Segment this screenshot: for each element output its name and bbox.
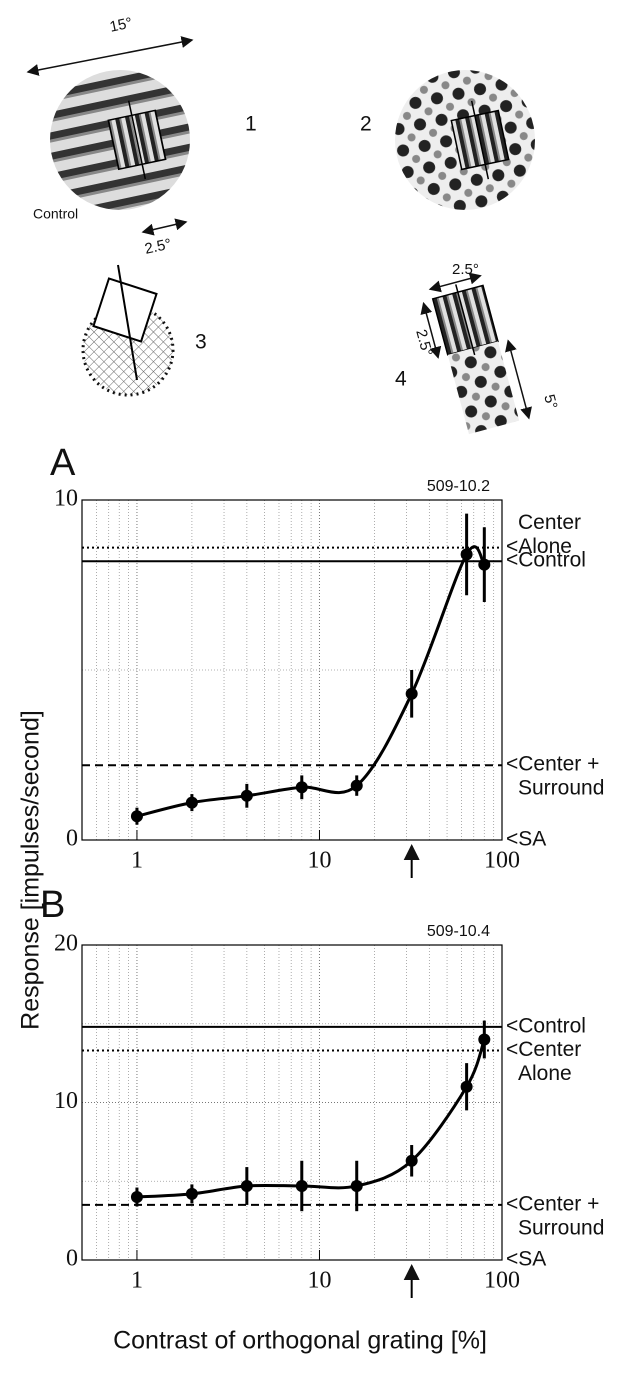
data-point	[405, 687, 418, 700]
height-label: 2.5°	[412, 328, 435, 358]
stimulus-2	[395, 70, 535, 210]
fit-curve	[136, 1038, 486, 1199]
data-point	[295, 781, 308, 794]
data-point	[240, 1179, 253, 1192]
surround-label: 5°	[540, 393, 560, 411]
plot-frame	[81, 944, 503, 1261]
center-size-label: 2.5°	[143, 236, 173, 258]
panel-number: 2	[360, 113, 372, 136]
panel-label: B	[40, 884, 65, 926]
data-point	[478, 558, 491, 571]
y-tick-label: 0	[66, 1246, 78, 1272]
y-tick-label: 20	[54, 931, 78, 957]
recording-id: 509-10.2	[427, 478, 490, 495]
reference-label: <Center	[506, 1038, 581, 1061]
x-tick-label: 100	[484, 848, 520, 874]
size-label: 15°	[108, 14, 134, 35]
x-tick-label: 1	[131, 848, 143, 874]
x-tick-label: 10	[307, 1268, 331, 1294]
data-point	[460, 1080, 473, 1093]
stimulus-3	[81, 264, 175, 397]
data-point	[185, 796, 198, 809]
y-tick-label: 10	[54, 486, 78, 512]
panel-label: A	[50, 442, 76, 484]
stimulus-4	[420, 272, 532, 435]
reference-label: Surround	[518, 1216, 604, 1239]
reference-label: <SA	[506, 828, 546, 851]
panel-number: 1	[245, 113, 257, 136]
data-point	[185, 1187, 198, 1200]
data-point	[350, 1179, 363, 1192]
y-axis-label: Response [impulses/second]	[17, 710, 45, 1030]
reference-label: <Alone	[506, 535, 572, 558]
stimulus-1	[26, 36, 194, 236]
y-tick-label: 10	[54, 1088, 78, 1114]
plot-frame	[81, 499, 503, 841]
width-label: 2.5°	[452, 261, 479, 278]
panel-number: 3	[195, 331, 207, 354]
reference-label: <SA	[506, 1248, 546, 1271]
panel-number: 4	[395, 368, 407, 391]
reference-label: <Center +	[506, 1192, 599, 1215]
control-label: Control	[33, 206, 78, 222]
recording-id: 509-10.4	[427, 923, 490, 940]
reference-label: <Control	[506, 1014, 586, 1037]
data-point	[350, 779, 363, 792]
x-tick-label: 1	[131, 1268, 143, 1294]
data-point	[295, 1179, 308, 1192]
data-point	[240, 789, 253, 802]
y-tick-label: 0	[66, 826, 78, 852]
reference-label: Center	[518, 511, 581, 534]
reference-label: Surround	[518, 777, 604, 800]
data-point	[478, 1033, 491, 1046]
data-point	[460, 548, 473, 561]
x-tick-label: 100	[484, 1268, 520, 1294]
reference-label: Alone	[518, 1062, 572, 1085]
data-point	[130, 810, 143, 823]
x-tick-label: 10	[307, 848, 331, 874]
data-point	[130, 1191, 143, 1203]
reference-label: <Center +	[506, 753, 599, 776]
data-point	[405, 1154, 418, 1167]
x-axis-label: Contrast of orthogonal grating [%]	[113, 1327, 487, 1355]
reference-label: <Control	[506, 549, 586, 572]
fit-curve	[136, 545, 486, 818]
